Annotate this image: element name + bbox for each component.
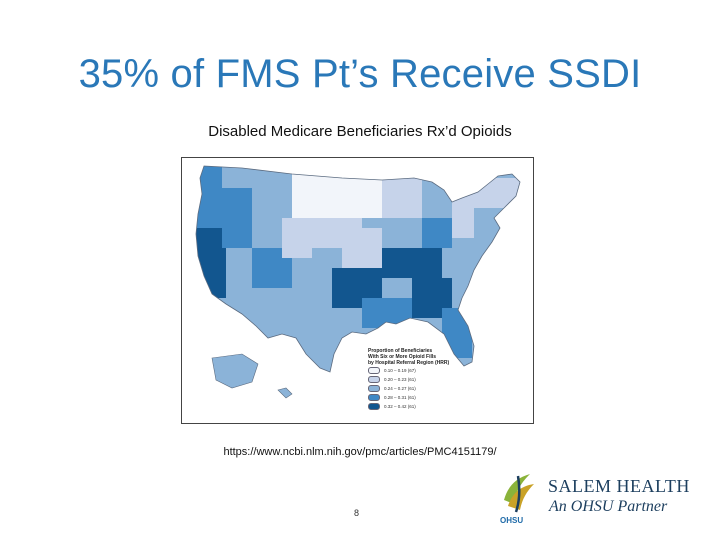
legend-label: 0.10 – 0.19 (67) [384,368,416,373]
logo-name: SALEM HEALTH [548,476,690,496]
salem-health-logo: OHSU SALEM HEALTH An OHSU Partner [498,470,698,530]
legend-item: 0.28 – 0.31 (61) [368,393,476,402]
legend-title-3: by Hospital Referral Region (HRR) [368,360,450,366]
slide-title: 35% of FMS Pt’s Receive SSDI [78,52,642,96]
logo-tagline: An OHSU Partner [549,498,668,515]
legend-swatch [368,394,380,401]
legend-label: 0.20 – 0.23 (61) [384,377,416,382]
legend-swatch [368,376,380,383]
page-number: 8 [354,508,360,518]
us-opioid-map: Proportion of Beneficiaries With Six or … [181,157,534,424]
logo-mark-text: OHSU [500,516,524,525]
legend-item: 0.20 – 0.23 (61) [368,375,476,384]
legend-label: 0.24 – 0.27 (61) [384,386,416,391]
legend-title-2: With Six or More Opioid Fills [368,354,437,360]
logo-mark-icon: OHSU [498,470,540,526]
legend-title-1: Proportion of Beneficiaries [368,348,433,354]
legend-swatch [368,367,380,374]
legend-swatch [368,403,380,410]
legend-item: 0.32 – 0.42 (61) [368,402,476,411]
legend-label: 0.28 – 0.31 (61) [384,395,416,400]
us-outline [195,165,521,373]
legend-item: 0.24 – 0.27 (61) [368,384,476,393]
legend-item: 0.10 – 0.19 (67) [368,366,476,375]
alaska-shape [211,353,259,389]
map-subtitle: Disabled Medicare Beneficiaries Rx’d Opi… [208,123,512,140]
legend-swatch [368,385,380,392]
legend-label: 0.32 – 0.42 (61) [384,404,416,409]
source-url: https://www.ncbi.nlm.nih.gov/pmc/article… [223,446,497,458]
map-legend: Proportion of Beneficiaries With Six or … [368,348,476,411]
hawaii-shape [277,387,293,399]
